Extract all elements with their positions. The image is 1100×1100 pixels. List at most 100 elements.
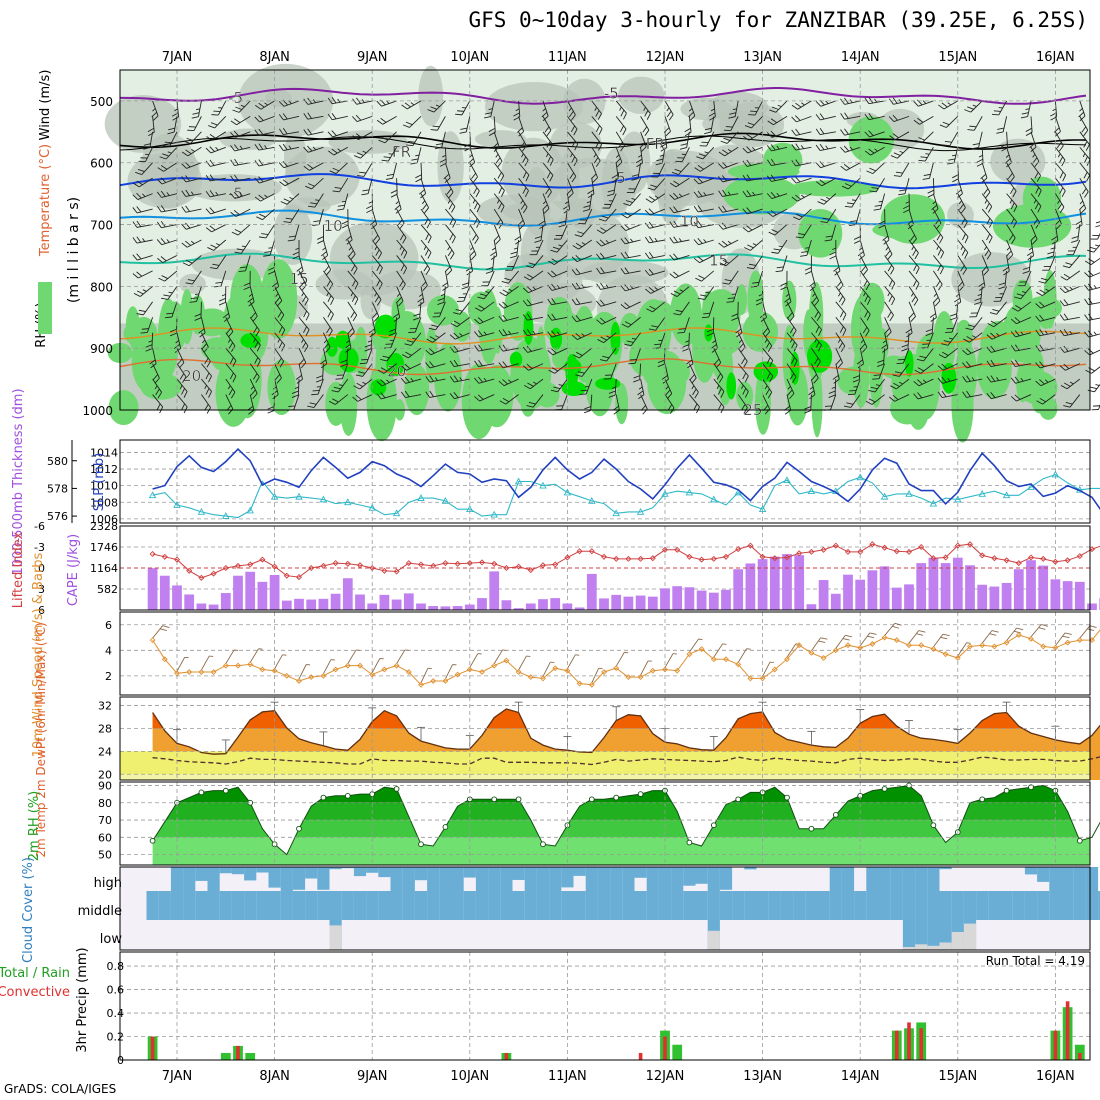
wind-barb — [644, 110, 649, 117]
wind-barb — [152, 115, 159, 122]
wind-barb — [786, 332, 798, 346]
wind-barb — [201, 363, 212, 377]
wind-barb — [893, 382, 900, 387]
wind-barb — [746, 174, 752, 181]
wind-barb — [478, 344, 483, 351]
wind-barb — [311, 393, 319, 396]
cape-bar — [1026, 560, 1036, 610]
wind-barb — [356, 152, 364, 156]
wind-barb — [888, 116, 895, 122]
wind-barb — [693, 239, 699, 245]
wind-barb — [810, 363, 819, 379]
wind-barb — [1007, 254, 1014, 261]
wind-barb — [1058, 156, 1064, 164]
wind-barb — [1093, 331, 1097, 336]
wind-barb — [770, 130, 777, 137]
wind-barb — [527, 273, 534, 279]
cloud-bar-high — [268, 867, 281, 888]
rh-contour-dark-green — [790, 351, 800, 385]
wind-barb — [445, 224, 456, 238]
wind-barb — [874, 148, 878, 152]
wind-barb — [209, 225, 216, 231]
wind-barb — [222, 313, 229, 319]
wind-barb — [258, 115, 264, 121]
wind-barb — [868, 130, 874, 136]
wind-barb — [630, 238, 634, 243]
wind-barb — [888, 279, 893, 287]
wind-barb — [792, 376, 797, 383]
wind-barb — [671, 171, 679, 175]
wind-barb — [444, 162, 451, 179]
wind-barb — [498, 380, 505, 387]
wind-barb — [874, 204, 882, 207]
thickness-marker — [466, 505, 474, 513]
wind-barb — [543, 208, 550, 214]
wind-barb — [381, 378, 397, 387]
wind-barb — [299, 281, 305, 288]
rh-contour-grey — [502, 200, 595, 223]
wind-barb — [469, 239, 477, 255]
wind-barb — [483, 286, 495, 300]
wind-barb — [493, 131, 500, 148]
wind-barb — [545, 188, 550, 195]
wind-barb — [420, 162, 423, 179]
wind-barb — [578, 347, 593, 359]
thickness-marker — [173, 501, 181, 508]
wind-barb — [825, 145, 829, 150]
wind-barb — [576, 301, 592, 306]
wind-barb — [352, 314, 358, 322]
ylabel-temperature: Temperature (°C) — [38, 144, 53, 257]
rh-contour-green — [267, 359, 296, 416]
cape-bar — [843, 574, 853, 610]
wind-barb — [377, 369, 385, 374]
wind-barb — [265, 224, 275, 239]
wind-barb — [854, 240, 861, 244]
wind-barb — [141, 328, 149, 330]
cape-bar — [513, 608, 524, 610]
wind-barb — [933, 208, 942, 224]
wind-barb — [1014, 296, 1022, 300]
wind-barb — [415, 174, 422, 179]
wind-barb — [744, 375, 749, 383]
wind-barb — [884, 327, 890, 334]
wind-barb — [424, 249, 429, 256]
wind-speed-marker — [161, 656, 168, 663]
wind-barb — [191, 149, 195, 152]
wind-barb — [556, 285, 561, 289]
wind-barb — [764, 331, 771, 338]
wind-barb — [901, 348, 909, 352]
wind-barb — [990, 392, 996, 398]
wind-barb — [989, 312, 997, 315]
cape-bar — [977, 584, 988, 610]
wind-speed-marker — [954, 655, 961, 661]
lifted-index-marker — [430, 562, 437, 569]
wind-barb — [1030, 177, 1042, 191]
wind10m-barb — [942, 633, 950, 637]
wind-barb — [145, 344, 153, 348]
rh-contour-green — [160, 301, 187, 354]
wind-barb — [619, 125, 624, 133]
cloud-bar-high — [390, 867, 403, 891]
wind-barb — [527, 316, 544, 321]
wind-barb — [157, 167, 164, 172]
cloud-bar-high — [1024, 867, 1038, 875]
wind-barb — [256, 216, 263, 221]
wind-barb — [957, 255, 967, 270]
wind-barb — [331, 113, 337, 120]
wind-barb — [815, 162, 821, 169]
cape-bar — [1050, 579, 1061, 610]
wind-barb — [843, 405, 851, 408]
wind-barb — [683, 317, 690, 333]
wind-barb — [718, 151, 725, 157]
rh-contour-green — [615, 383, 629, 425]
rh-contour-green — [339, 372, 358, 436]
wind-barb — [551, 283, 557, 290]
wind-barb — [449, 334, 456, 340]
wind-barb — [706, 131, 715, 147]
wind-barb — [764, 385, 768, 390]
wind-barb — [414, 317, 422, 333]
wind-barb — [645, 236, 650, 244]
wind-barb — [1079, 115, 1086, 122]
wind-barb — [551, 298, 556, 305]
wind-barb — [461, 282, 469, 286]
